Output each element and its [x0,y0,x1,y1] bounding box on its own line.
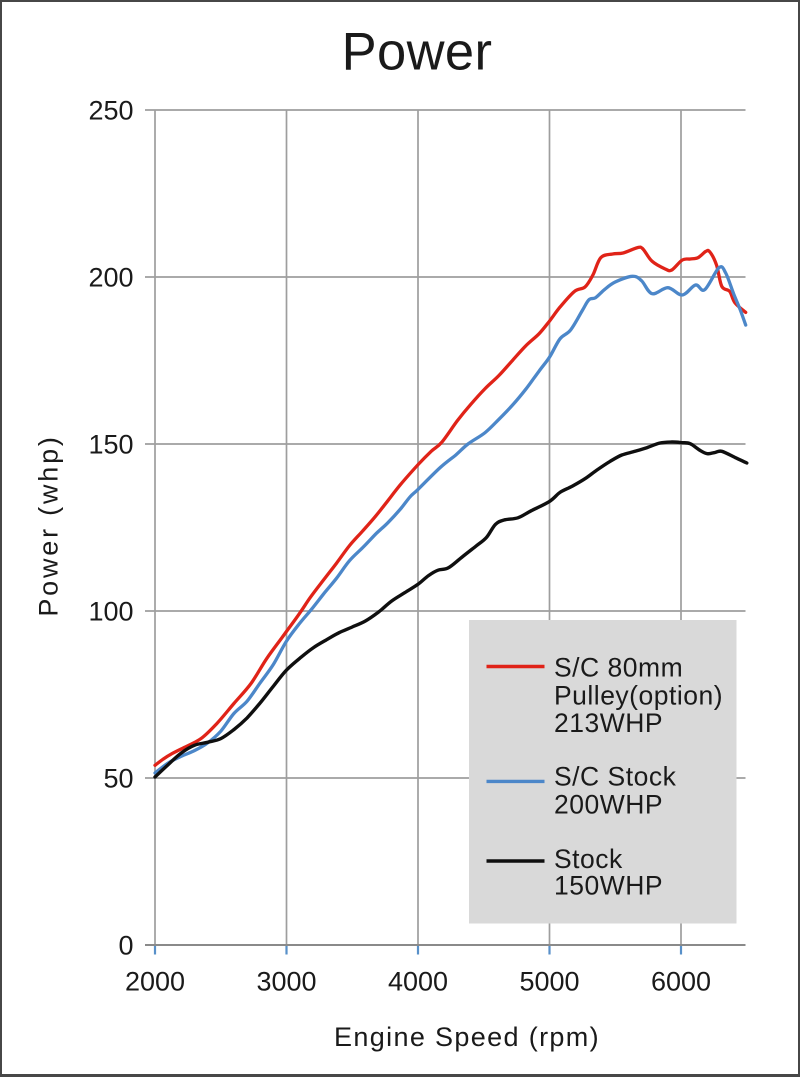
svg-text:200WHP: 200WHP [554,790,663,820]
svg-text:S/C 80mm: S/C 80mm [554,653,683,683]
svg-text:6000: 6000 [651,966,711,996]
svg-text:0: 0 [118,931,133,961]
svg-text:150: 150 [88,430,133,460]
svg-text:150WHP: 150WHP [554,871,663,901]
svg-text:50: 50 [103,764,133,794]
svg-text:Engine Speed (rpm): Engine Speed (rpm) [334,1022,600,1052]
svg-text:3000: 3000 [256,966,316,996]
svg-text:2000: 2000 [125,966,185,996]
svg-text:Power (whp): Power (whp) [34,434,64,616]
svg-text:S/C Stock: S/C Stock [554,762,677,792]
svg-text:4000: 4000 [388,966,448,996]
svg-text:5000: 5000 [519,966,579,996]
svg-text:Power: Power [342,23,493,82]
svg-text:213WHP: 213WHP [554,708,663,738]
svg-text:Pulley(option): Pulley(option) [554,681,723,711]
svg-text:200: 200 [88,263,133,293]
svg-text:100: 100 [88,597,133,627]
svg-text:Stock: Stock [554,844,623,874]
svg-text:250: 250 [88,96,133,126]
